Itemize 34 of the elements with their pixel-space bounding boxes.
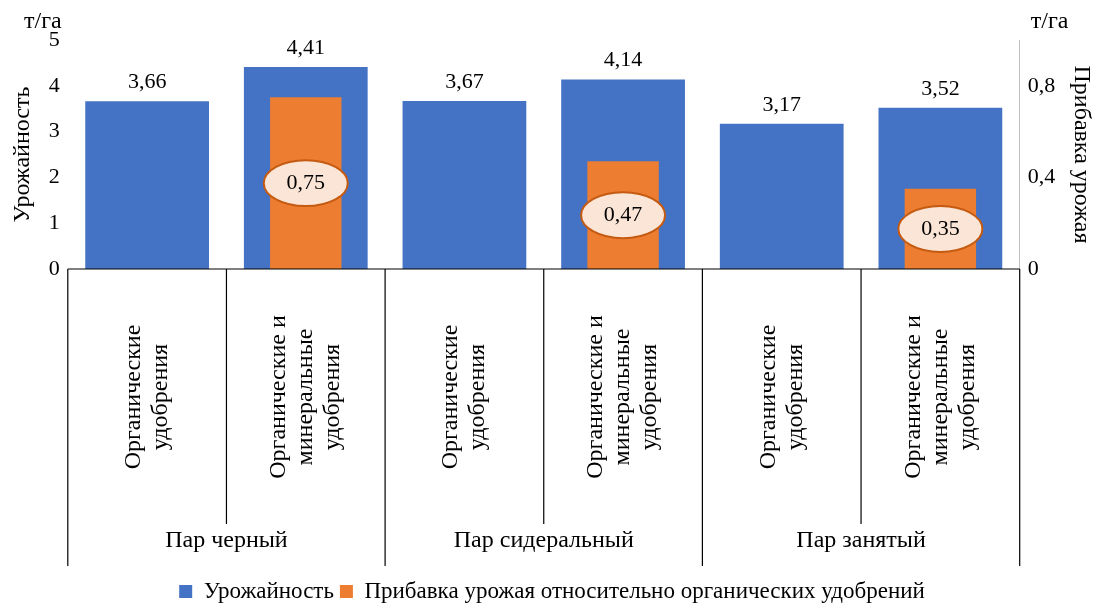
data-label: 3,17	[762, 90, 801, 116]
x-tick-label: Органические и минеральные удобрения	[264, 315, 345, 479]
y-tick-label: 1	[48, 208, 60, 234]
bar	[719, 123, 844, 269]
data-label: 0,35	[921, 214, 960, 240]
data-label: 0,75	[286, 168, 326, 194]
data-label: 3,66	[127, 68, 167, 94]
y-tick-label: 4	[48, 71, 60, 97]
y-axis-title: Урожайность	[7, 86, 34, 223]
y2-axis-title: Прибавка урожая	[1070, 65, 1097, 244]
x-tick-label: Органические и минеральные удобрения	[581, 315, 662, 479]
bar	[85, 101, 209, 269]
text: т/га	[1030, 7, 1069, 34]
data-label: 0,47	[603, 200, 643, 226]
y2-tick-label: 0,8	[1027, 71, 1056, 97]
x-tick-label: Органические удобрения	[118, 324, 172, 470]
text: Пар черный	[165, 526, 288, 553]
text: Пар сидеральный	[453, 526, 634, 553]
y-tick-label: 0	[48, 254, 60, 280]
data-label: 4,14	[603, 46, 643, 72]
x-tick-label: Органические удобрения	[753, 324, 807, 470]
x-tick-label: Органические и минеральные удобрения	[898, 315, 979, 479]
y2-tick-label: 0,4	[1027, 163, 1056, 189]
x-tick-label: Органические удобрения	[436, 324, 490, 470]
text: Пар занятый	[796, 526, 926, 553]
legend-label: Прибавка урожая относительно органических удобрений	[364, 577, 925, 603]
bar	[402, 100, 527, 269]
y-tick-label: 2	[48, 163, 60, 189]
data-label: 3,67	[445, 67, 484, 93]
legend-label: Урожайность	[203, 577, 334, 603]
y2-tick-label: 0	[1027, 254, 1039, 280]
data-label: 4,41	[286, 33, 326, 59]
y-tick-label: 3	[48, 117, 60, 143]
data-label: 3,52	[921, 74, 960, 100]
